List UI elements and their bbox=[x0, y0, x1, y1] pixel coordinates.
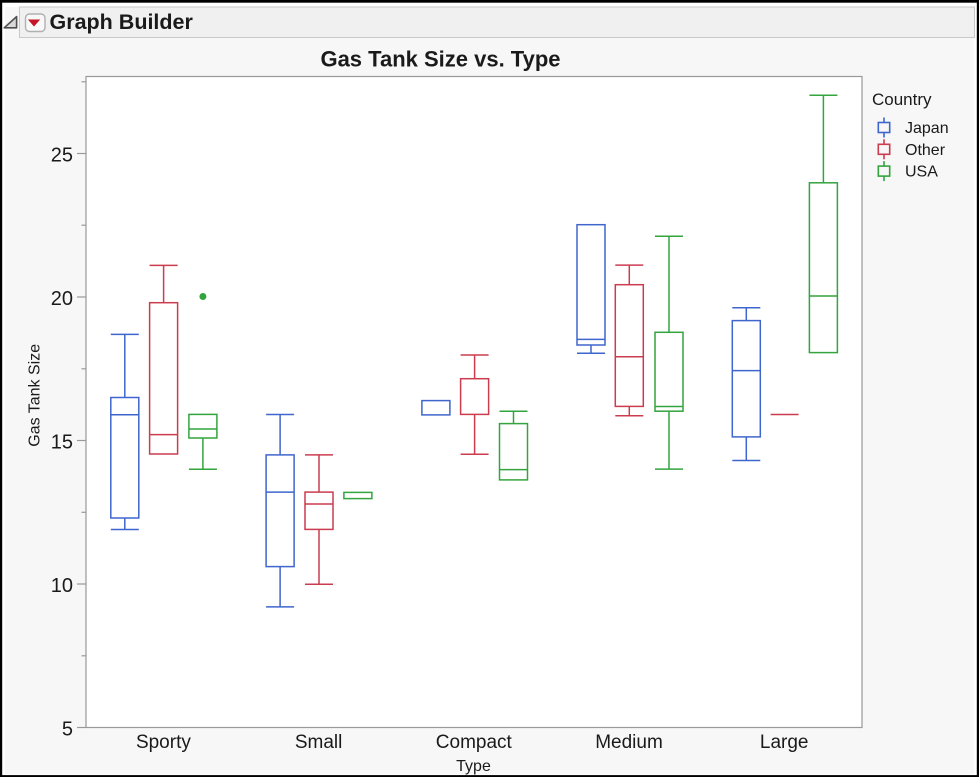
svg-text:Compact: Compact bbox=[436, 732, 513, 753]
svg-text:USA: USA bbox=[905, 164, 938, 181]
svg-text:10: 10 bbox=[51, 575, 73, 597]
svg-text:Sporty: Sporty bbox=[136, 732, 191, 753]
svg-text:20: 20 bbox=[51, 288, 73, 310]
svg-text:Graph Builder: Graph Builder bbox=[50, 10, 194, 34]
svg-text:15: 15 bbox=[51, 432, 73, 454]
svg-text:Medium: Medium bbox=[595, 732, 663, 753]
svg-text:25: 25 bbox=[51, 145, 73, 167]
svg-text:Gas Tank Size: Gas Tank Size bbox=[27, 344, 44, 447]
svg-text:Gas Tank Size vs. Type: Gas Tank Size vs. Type bbox=[320, 46, 560, 71]
svg-text:5: 5 bbox=[62, 719, 73, 741]
svg-text:Large: Large bbox=[760, 732, 809, 753]
svg-text:Type: Type bbox=[456, 758, 491, 775]
svg-text:Country: Country bbox=[872, 90, 932, 109]
svg-text:Japan: Japan bbox=[905, 120, 949, 137]
svg-text:Other: Other bbox=[905, 142, 946, 159]
svg-text:Small: Small bbox=[295, 732, 343, 753]
